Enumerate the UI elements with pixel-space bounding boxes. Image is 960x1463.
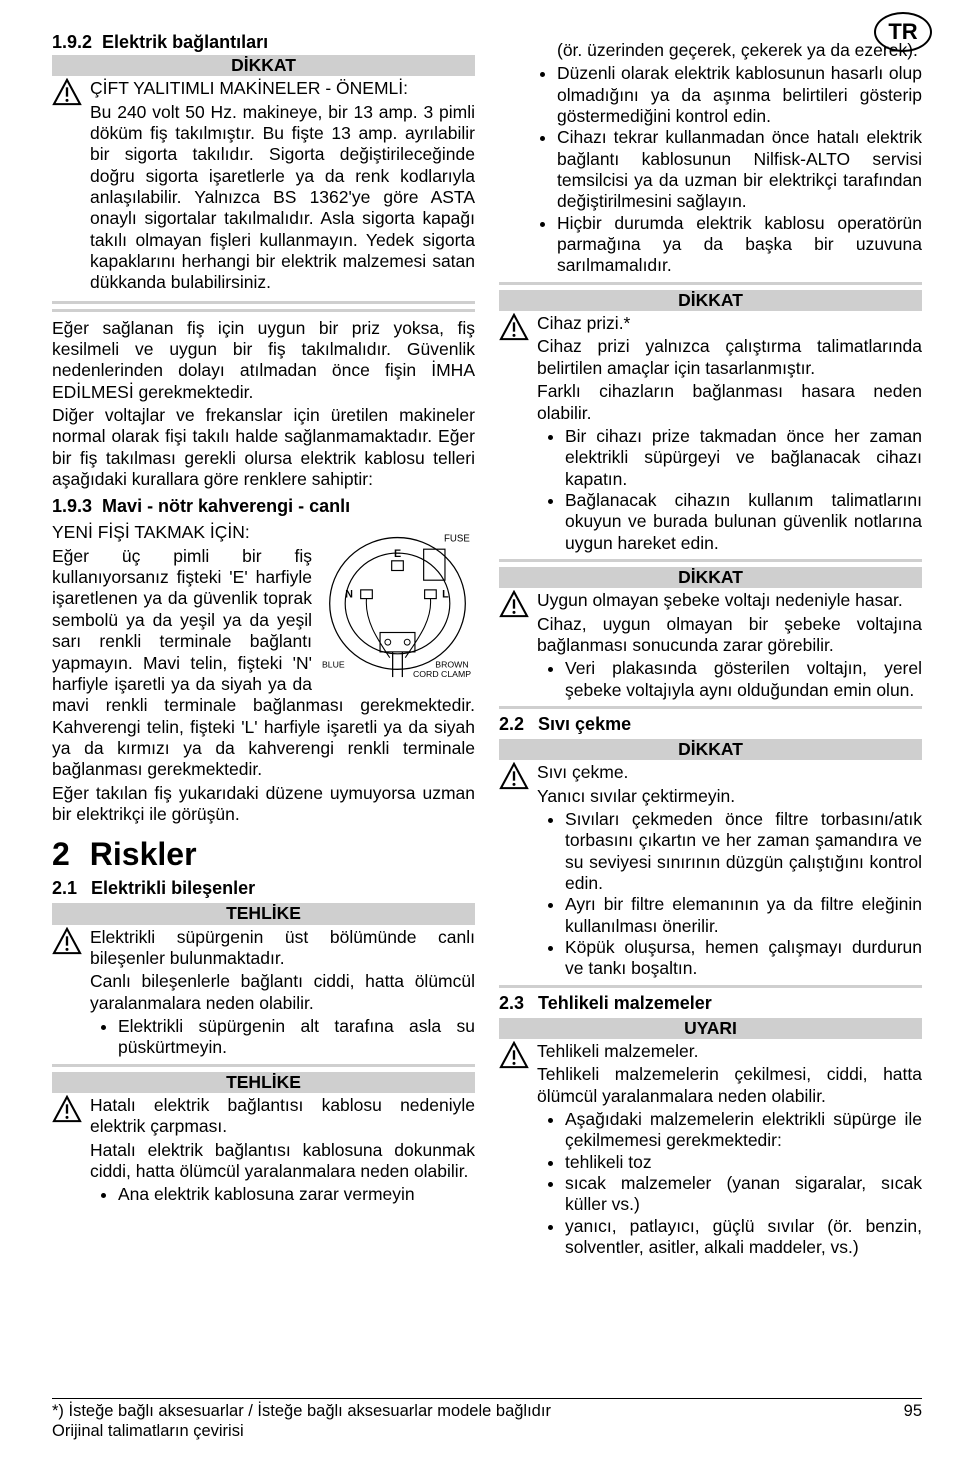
para: Hatalı elektrik bağlantısı kablosu neden…	[90, 1095, 475, 1138]
list-item: yanıcı, patlayıcı, güçlü sıvılar (ör. be…	[565, 1216, 922, 1259]
para: Sıvı çekme.	[537, 762, 922, 783]
footer-line2: Orijinal talimatların çevirisi	[52, 1421, 922, 1441]
plug-label-n: N	[345, 589, 353, 601]
caution-label: DİKKAT	[499, 739, 922, 760]
warning-block-u: Tehlikeli malzemeler. Tehlikeli malzemel…	[499, 1041, 922, 1258]
sec-num: 2.3	[499, 993, 524, 1015]
list-item: Sıvıları çekmeden önce filtre torbasını/…	[565, 809, 922, 894]
page-body: 1.9.2 Elektrik bağlantıları DİKKAT ÇİFT …	[0, 0, 960, 1262]
right-column: (ör. üzerinden geçerek, çekerek ya da ez…	[499, 30, 922, 1262]
country-badge: TR	[874, 12, 932, 52]
para: Eğer sağlanan fiş için uygun bir priz yo…	[52, 318, 475, 403]
caution-label: DİKKAT	[499, 290, 922, 311]
sec-title: Elektrik bağlantıları	[102, 32, 268, 54]
warning-triangle-icon	[499, 1041, 529, 1069]
warning-block-d4: Sıvı çekme. Yanıcı sıvılar çektirmeyin. …	[499, 762, 922, 979]
para: Tehlikeli malzemeler.	[537, 1041, 922, 1062]
list-item: Köpük oluşursa, hemen çalışmayı durdurun…	[565, 937, 922, 980]
warning-triangle-icon	[52, 927, 82, 955]
list-item: Veri plakasında gösterilen voltajın, yer…	[565, 658, 922, 701]
list-item: Düzenli olarak elektrik kablosunun hasar…	[557, 63, 922, 127]
warn-p2: Bu 240 volt 50 Hz. makineye, bir 13 amp.…	[90, 102, 475, 294]
plug-label-brown: BROWN	[435, 660, 468, 670]
list-item: Aşağıdaki malzemelerin elektrikli süpürg…	[565, 1109, 922, 1152]
sec-title: Elektrikli bileşenler	[91, 878, 255, 900]
warning-triangle-icon	[52, 1095, 82, 1123]
caution-label: DİKKAT	[52, 55, 475, 76]
warning-block-d3: Uygun olmayan şebeke voltajı nedeniyle h…	[499, 590, 922, 701]
sec-num: 2.2	[499, 714, 524, 736]
left-column: 1.9.2 Elektrik bağlantıları DİKKAT ÇİFT …	[52, 30, 475, 1262]
footer-left: *) İsteğe bağlı aksesuarlar / İsteğe bağ…	[52, 1401, 551, 1421]
sec-num: 2.1	[52, 878, 77, 900]
heading-2-1: 2.1 Elektrikli bileşenler	[52, 878, 475, 900]
separator	[499, 559, 922, 562]
para: Cihaz prizi yalnızca çalıştırma talimatl…	[537, 336, 922, 379]
para: Cihaz, uygun olmayan bir şebeke voltajın…	[537, 614, 922, 657]
list-item: Bağlanacak cihazın kullanım talimatların…	[565, 490, 922, 554]
warning-block-danger1: Elektrikli süpürgenin üst bölümünde canl…	[52, 927, 475, 1059]
para: Hatalı elektrik bağlantısı kablosuna dok…	[90, 1140, 475, 1183]
plug-label-cord: CORD CLAMP	[413, 670, 471, 680]
plug-label-fuse: FUSE	[444, 534, 470, 545]
caution-label: DİKKAT	[499, 567, 922, 588]
heading-2-2: 2.2 Sıvı çekme	[499, 714, 922, 736]
danger-label: TEHLİKE	[52, 903, 475, 924]
plug-label-l: L	[442, 589, 449, 601]
para: Diğer voltajlar ve frekanslar için üreti…	[52, 405, 475, 490]
para: (ör. üzerinden geçerek, çekerek ya da ez…	[529, 40, 922, 61]
separator	[52, 301, 475, 304]
sec-num: 2	[52, 835, 70, 874]
para: Cihaz prizi.*	[537, 313, 922, 334]
sec-num: 1.9.3	[52, 496, 92, 518]
para: Farklı cihazların bağlanması hasara nede…	[537, 381, 922, 424]
list-item: Bir cihazı prize takmadan önce her zaman…	[565, 426, 922, 490]
sec-title: Sıvı çekme	[538, 714, 631, 736]
separator	[499, 706, 922, 709]
warning-block-1: ÇİFT YALITIMLI MAKİNELER - ÖNEMLİ: Bu 24…	[52, 78, 475, 295]
list-item: Hiçbir durumda elektrik kablosu operatör…	[557, 213, 922, 277]
para: Eğer takılan fiş yukarıdaki düzene uymuy…	[52, 783, 475, 826]
heading-1-9-2: 1.9.2 Elektrik bağlantıları	[52, 32, 475, 54]
separator	[52, 1064, 475, 1067]
warning-block-d2: Cihaz prizi.* Cihaz prizi yalnızca çalış…	[499, 313, 922, 554]
danger-label: TEHLİKE	[52, 1072, 475, 1093]
heading-1-9-3: 1.9.3 Mavi - nötr kahverengi - canlı	[52, 496, 475, 518]
list-item: Ana elektrik kablosuna zarar vermeyin	[118, 1184, 475, 1205]
para: Yanıcı sıvılar çektirmeyin.	[537, 786, 922, 807]
list-item: sıcak malzemeler (yanan sigaralar, sıcak…	[565, 1173, 922, 1216]
sec-title: Riskler	[90, 835, 197, 874]
page-footer: *) İsteğe bağlı aksesuarlar / İsteğe bağ…	[52, 1398, 922, 1441]
plug-label-e: E	[394, 548, 401, 560]
sec-title: Tehlikeli malzemeler	[538, 993, 712, 1015]
separator	[52, 309, 475, 312]
warning-triangle-icon	[499, 762, 529, 790]
page-number: 95	[904, 1401, 922, 1421]
separator	[499, 985, 922, 988]
list-item: tehlikeli toz	[565, 1152, 922, 1173]
plug-diagram: FUSE N L E BLUE BROWN CORD CLA	[320, 524, 475, 679]
heading-2: 2 Riskler	[52, 835, 475, 874]
list-item: Elektrikli süpürgenin alt tarafına asla …	[118, 1016, 475, 1059]
para: Elektrikli süpürgenin üst bölümünde canl…	[90, 927, 475, 970]
warning-triangle-icon	[499, 313, 529, 341]
sec-num: 1.9.2	[52, 32, 92, 54]
plug-label-blue: BLUE	[322, 660, 345, 670]
para: Uygun olmayan şebeke voltajı nedeniyle h…	[537, 590, 922, 611]
heading-2-3: 2.3 Tehlikeli malzemeler	[499, 993, 922, 1015]
warning-triangle-icon	[52, 78, 82, 106]
list-item: Cihazı tekrar kullanmadan önce hatalı el…	[557, 127, 922, 212]
sec-title: Mavi - nötr kahverengi - canlı	[102, 496, 350, 518]
para: Tehlikeli malzemelerin çekilmesi, ciddi,…	[537, 1064, 922, 1107]
warning-block-danger2: Hatalı elektrik bağlantısı kablosu neden…	[52, 1095, 475, 1206]
separator	[499, 282, 922, 285]
warning-label: UYARI	[499, 1018, 922, 1039]
warning-triangle-icon	[499, 590, 529, 618]
list-item: Ayrı bir filtre elemanının ya da filtre …	[565, 894, 922, 937]
para: Canlı bileşenlerle bağlantı ciddi, hatta…	[90, 971, 475, 1014]
warn-p1: ÇİFT YALITIMLI MAKİNELER - ÖNEMLİ:	[90, 78, 475, 99]
